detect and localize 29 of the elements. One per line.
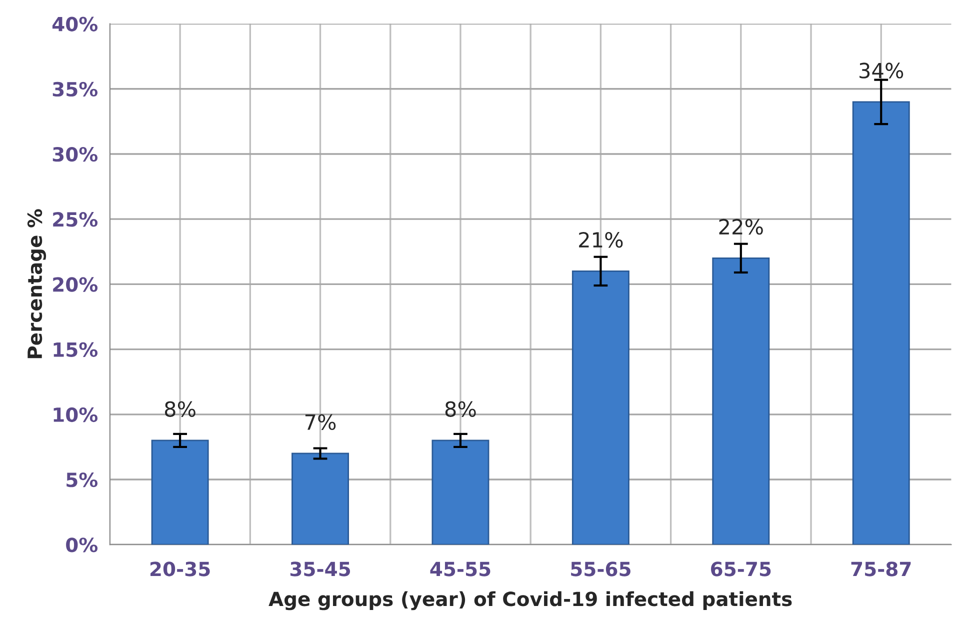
data-label: 21% bbox=[579, 232, 623, 248]
x-tick-label: 65-75 bbox=[711, 562, 771, 576]
y-tick-label: 10% bbox=[54, 407, 98, 422]
bar bbox=[432, 440, 490, 545]
data-label: 34% bbox=[860, 62, 904, 78]
y-tick-label: 30% bbox=[52, 146, 98, 162]
x-tick-label: 45-55 bbox=[430, 562, 490, 576]
y-tick-label: 0% bbox=[66, 538, 98, 552]
data-label: 7% bbox=[305, 414, 336, 430]
bar bbox=[292, 452, 349, 545]
bar bbox=[151, 440, 209, 545]
y-tick-label: 35% bbox=[52, 82, 98, 97]
bar bbox=[712, 257, 770, 545]
y-tick-label: 15% bbox=[54, 342, 98, 357]
y-axis-title: Percentage % bbox=[27, 209, 46, 358]
y-tick-label: 20% bbox=[53, 277, 98, 292]
data-label: 22% bbox=[719, 218, 763, 235]
x-tick-label: 20-35 bbox=[150, 562, 210, 576]
bar bbox=[852, 101, 910, 545]
x-tick-label: 75-87 bbox=[851, 562, 911, 576]
data-label: 8% bbox=[164, 401, 196, 417]
x-tick-label: 55-65 bbox=[571, 562, 630, 576]
y-tick-label: 5% bbox=[66, 472, 98, 488]
y-tick-label: 25% bbox=[53, 212, 98, 227]
y-tick-label: 40% bbox=[52, 16, 98, 32]
bar bbox=[572, 270, 630, 545]
x-axis-title: Age groups (year) of Covid-19 infected patients bbox=[268, 591, 792, 610]
data-label: 8% bbox=[445, 401, 476, 417]
x-tick-label: 35-45 bbox=[290, 562, 350, 576]
